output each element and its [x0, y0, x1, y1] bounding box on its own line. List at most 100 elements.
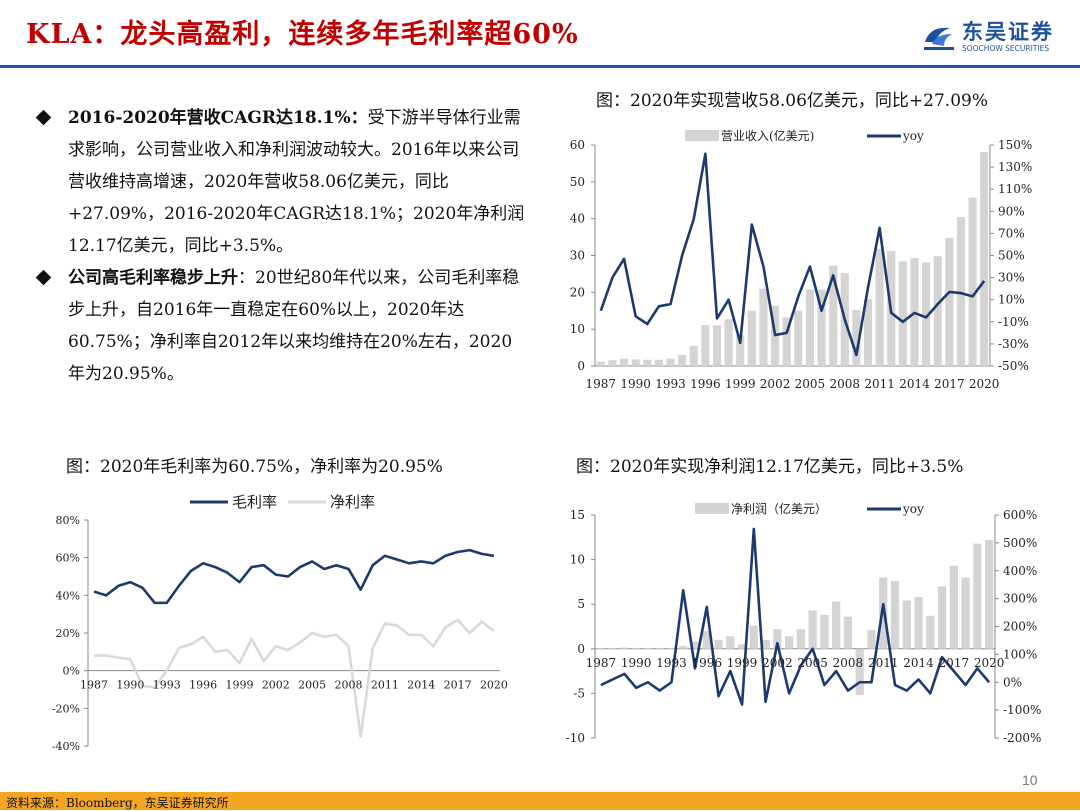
bar [956, 217, 966, 366]
legend-label-bar: 净利润（亿美元） [731, 501, 827, 516]
x-tick-label: 2011 [864, 377, 895, 391]
logo-text-en: SOOCHOW SECURITIES [962, 44, 1050, 53]
right-tick-label: 0% [1003, 675, 1022, 689]
bar [608, 360, 617, 366]
x-tick-label: 1996 [189, 679, 217, 692]
bar [937, 586, 947, 649]
bar [843, 616, 853, 649]
bar [867, 630, 876, 649]
bar [773, 629, 782, 649]
bar [737, 644, 747, 649]
bar [898, 261, 907, 366]
bar [852, 310, 861, 366]
x-tick-label: 2014 [899, 377, 930, 391]
yoy-line [600, 527, 991, 706]
bar [702, 630, 711, 649]
right-tick-label: -50% [998, 359, 1029, 373]
x-tick-label: 1990 [620, 377, 651, 391]
right-tick-label: -200% [1003, 731, 1041, 745]
x-tick-label: 2020 [974, 656, 1005, 670]
right-tick-label: 150% [998, 138, 1032, 152]
legend-label-line: yoy [902, 129, 924, 143]
left-tick-label: 20 [570, 285, 585, 299]
margin-chart: -40% -20% 0% 20% 40% 60% 80% 1987 1990 1993 1996 19… [52, 493, 508, 753]
x-tick-label: 2008 [335, 679, 363, 692]
bar [736, 335, 745, 366]
x-tick-label: 1993 [655, 377, 686, 391]
x-tick-label: 2008 [833, 656, 864, 670]
right-tick-label: 50% [998, 249, 1025, 263]
y-tick-label: 0% [63, 665, 80, 678]
x-tick-label: 2011 [868, 656, 899, 670]
bar [785, 636, 794, 649]
y-tick-label: 20% [56, 627, 80, 640]
x-tick-label: 1999 [225, 679, 253, 692]
bar [829, 265, 838, 366]
caption-profit: 图：2020年实现净利润12.17亿美元，同比+3.5% [576, 457, 964, 477]
legend-swatch-bar [695, 503, 729, 514]
bar [922, 262, 931, 366]
bar [724, 319, 733, 366]
left-tick-label: 10 [570, 322, 585, 336]
right-tick-label: 400% [1003, 564, 1037, 578]
bullet-margin: 公司高毛利率稳步上升：20世纪80年代以来，公司毛利率稳步上升，自2016年一直… [35, 262, 528, 390]
bar [796, 629, 805, 649]
legend-label-bar: 营业收入(亿美元) [721, 128, 814, 143]
bar [949, 565, 958, 649]
bar [890, 581, 900, 649]
caption-revenue: 图：2020年实现营收58.06亿美元，同比+27.09% [596, 91, 988, 111]
x-tick-label: 2005 [298, 679, 326, 692]
right-tick-label: 100% [1003, 647, 1037, 661]
x-tick-label: 1999 [727, 656, 758, 670]
right-tick-label: 130% [998, 160, 1032, 174]
right-tick-label: 10% [998, 293, 1025, 307]
left-tick-label: 40 [570, 212, 585, 226]
bar [666, 358, 675, 366]
logo-text-cn: 东吴证券 [962, 20, 1054, 44]
bar [926, 615, 935, 649]
bar [643, 647, 653, 649]
x-tick-label: 1999 [725, 377, 756, 391]
x-tick-label: 2020 [969, 377, 1000, 391]
bar [643, 359, 652, 366]
bar [747, 310, 756, 366]
bar [712, 325, 722, 366]
x-tick-label: 2005 [797, 656, 828, 670]
x-tick-label: 1996 [690, 377, 721, 391]
right-tick-label: 30% [998, 271, 1025, 285]
bar [985, 539, 994, 649]
bar [945, 237, 954, 366]
bar [714, 639, 723, 649]
bar [817, 289, 826, 366]
legend-label-line: yoy [902, 502, 924, 516]
y-tick-label: -20% [52, 702, 80, 715]
right-tick-label: -30% [998, 337, 1029, 351]
bar [655, 647, 664, 649]
series-line [94, 618, 495, 738]
bar [632, 647, 641, 649]
diamond-bullet-icon [35, 269, 52, 286]
x-tick-label: 2002 [760, 377, 791, 391]
bullet-body: ：20世纪80年代以来，公司毛利率稳步上升，自2016年一直稳定在60%以上，2… [68, 268, 520, 384]
legend-label-gross: 毛利率 [232, 493, 277, 511]
right-tick-label: 110% [998, 182, 1032, 196]
bar [619, 358, 629, 366]
bar [961, 577, 970, 649]
left-tick-label: 60 [570, 138, 585, 152]
x-tick-label: 1990 [621, 656, 652, 670]
y-tick-label: 40% [56, 589, 80, 602]
legend-swatch-bar [685, 130, 719, 141]
bar [973, 543, 982, 649]
bar [832, 601, 841, 649]
x-tick-label: 1987 [80, 679, 108, 692]
bar [902, 600, 911, 649]
bar [690, 641, 700, 649]
right-tick-label: -10% [998, 315, 1029, 329]
x-tick-label: 2014 [407, 679, 435, 692]
x-tick-label: 2017 [444, 679, 472, 692]
right-tick-label: 90% [998, 204, 1025, 218]
left-tick-label: 50 [570, 175, 585, 189]
source-note: 资料来源：Bloomberg，东吴证券研究所 [6, 796, 229, 810]
bar [863, 298, 873, 366]
x-tick-label: 1993 [656, 656, 687, 670]
